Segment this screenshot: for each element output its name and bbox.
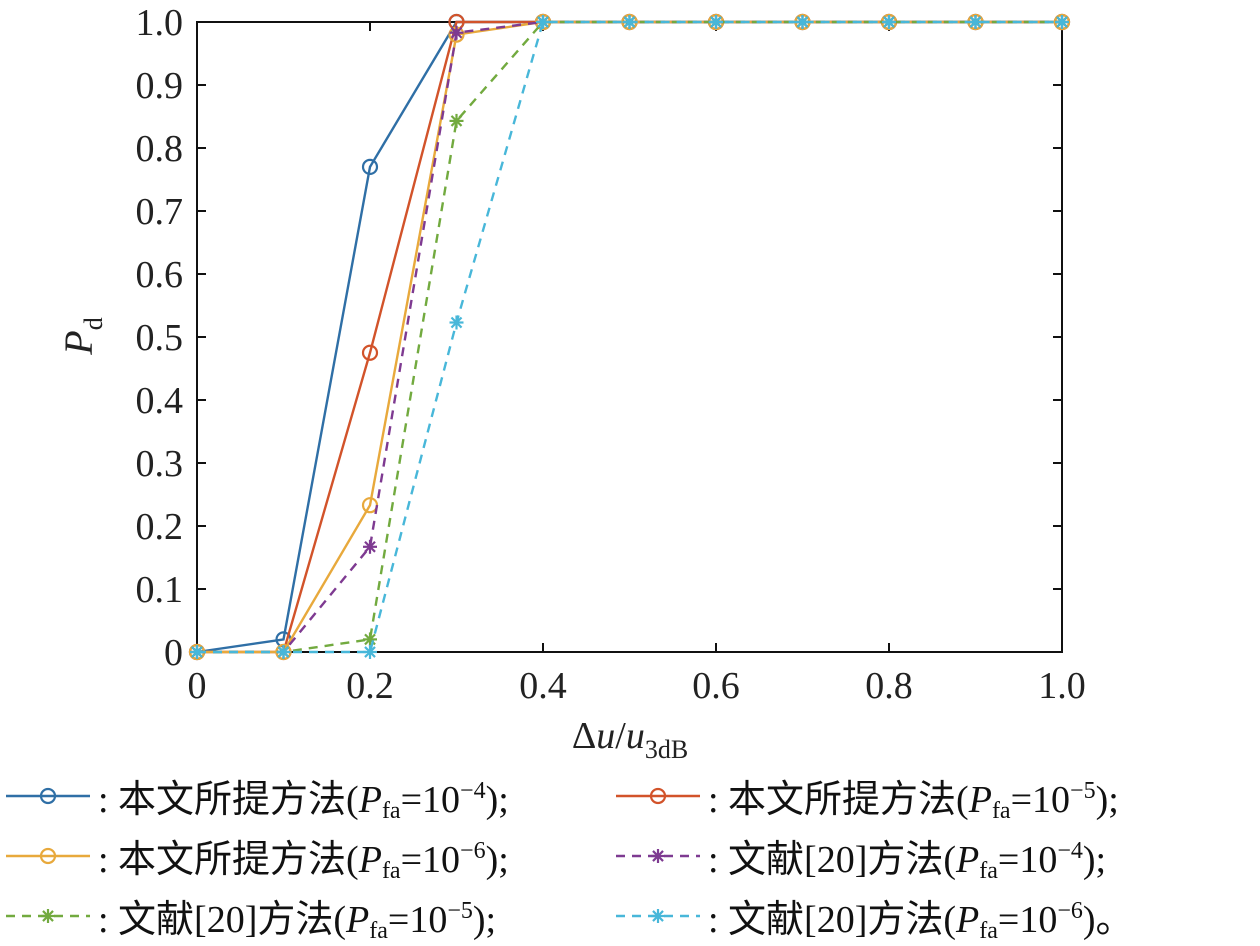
x-tick-label: 0.4: [519, 665, 567, 707]
y-tick-label: 0.6: [136, 254, 184, 296]
series-6-point: [882, 15, 896, 29]
legend-label: : 文献[20]方法(Pfa=10−6)。: [708, 897, 1134, 944]
x-tick-label: 0: [188, 665, 207, 707]
chart: 0 0.1 0.2 0.3 0.4 0.5 0.6 0.7 0.8 0.9 1.0 0 0.2 0.4 0.…: [56, 2, 1086, 760]
series-2: [188, 13, 1071, 661]
series-1: [188, 13, 1071, 661]
series-6-point: [363, 645, 377, 659]
y-tick-label: 1.0: [136, 2, 184, 44]
legend-swatch: [616, 787, 700, 805]
series-4-point: [363, 539, 377, 554]
y-tick-label: 0.3: [136, 443, 184, 485]
series-1-line: [196, 20, 1062, 654]
series-6-point: [536, 15, 550, 29]
series-6-point: [1055, 15, 1069, 29]
legend-item-2: : 本文所提方法(Pfa=10−5);: [610, 768, 1119, 824]
x-tick-label: 0.8: [865, 665, 913, 707]
series-6-point: [622, 15, 637, 29]
series-6-point: [190, 645, 204, 659]
y-axis-label: Pd: [56, 317, 108, 355]
series-1-point: [361, 158, 379, 175]
legend-item-3: : 本文所提方法(Pfa=10−6);: [0, 828, 509, 884]
series-5: [190, 15, 1069, 659]
series-4-line: [197, 20, 1062, 654]
y-tick-label: 0.9: [136, 65, 184, 107]
series-3: [188, 13, 1071, 661]
series-6-point: [449, 315, 464, 330]
y-tick-label: 0.2: [136, 506, 184, 548]
legend-swatch: [616, 909, 700, 923]
series-6-point: [968, 15, 983, 29]
series-4-point: [449, 25, 464, 40]
legend-item-4: : 文献[20]方法(Pfa=10−4);: [610, 828, 1106, 884]
legend-marker: [41, 909, 55, 923]
legend-item-5: : 文献[20]方法(Pfa=10−5);: [0, 888, 496, 944]
legend-label: : 本文所提方法(Pfa=10−5);: [708, 777, 1119, 824]
legend-item-6: : 文献[20]方法(Pfa=10−6)。: [610, 888, 1134, 944]
legend-swatch: [6, 909, 90, 923]
legend-marker: [39, 847, 57, 865]
legend-label: : 文献[20]方法(Pfa=10−4);: [708, 837, 1107, 884]
series-3-line: [197, 20, 1062, 654]
plot-frame: [196, 21, 1063, 653]
x-axis-label: Δu/u3dB: [572, 715, 688, 760]
series-2-line: [197, 20, 1062, 654]
x-tick-label: 1.0: [1038, 665, 1086, 707]
legend: : 本文所提方法(Pfa=10−4); : 本文所提方法(Pfa=10−5); : …: [0, 760, 1260, 946]
y-tick-label: 0: [164, 632, 183, 674]
legend-label: : 本文所提方法(Pfa=10−4);: [98, 777, 509, 824]
plot-area: 0 0.1 0.2 0.3 0.4 0.5 0.6 0.7 0.8 0.9 1.0 0 0.2 0.4 0.…: [136, 2, 1086, 707]
series-6-point: [709, 15, 723, 29]
series-5-point: [449, 113, 464, 128]
x-tick-label: 0.6: [692, 665, 740, 707]
series-5-point: [363, 632, 377, 647]
legend-marker: [39, 787, 57, 805]
series-6-line: [197, 20, 1062, 654]
y-tick-label: 0.4: [136, 380, 184, 422]
y-tick-label: 0.1: [136, 569, 184, 611]
series-6: [190, 15, 1069, 659]
y-tick-label: 0.7: [136, 191, 184, 233]
legend-marker: [651, 849, 665, 863]
legend-item-1: : 本文所提方法(Pfa=10−4);: [0, 768, 509, 824]
y-tick-label: 0.5: [136, 317, 184, 359]
legend-label: : 文献[20]方法(Pfa=10−5);: [98, 897, 497, 944]
y-tick-label: 0.8: [136, 128, 184, 170]
legend-marker: [649, 787, 667, 805]
x-tick-label: 0.2: [346, 665, 394, 707]
series-6-point: [795, 15, 810, 29]
series-6-point: [276, 645, 291, 659]
series-4: [190, 15, 1069, 659]
legend-swatch: [616, 849, 700, 863]
series-2-point: [361, 344, 379, 361]
legend-label: : 本文所提方法(Pfa=10−6);: [98, 837, 509, 884]
legend-swatch: [6, 787, 90, 805]
legend-marker: [651, 909, 665, 923]
legend-swatch: [6, 847, 90, 865]
series-5-line: [197, 20, 1062, 654]
